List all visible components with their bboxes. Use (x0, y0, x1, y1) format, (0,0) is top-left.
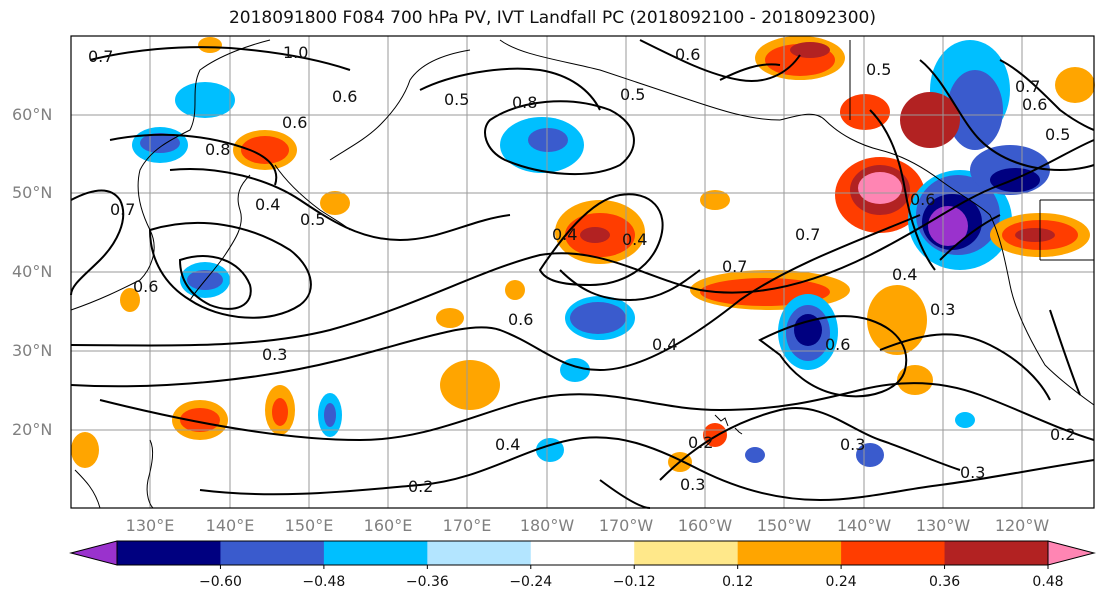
colorbar-cell (737, 541, 842, 565)
lat-tick-label: 40°N (12, 262, 52, 281)
lat-tick-label: 50°N (12, 183, 52, 202)
lat-tick-label: 60°N (12, 105, 52, 124)
graticule (71, 36, 1094, 508)
contour-label: 0.4 (622, 230, 647, 249)
colorbar-label: −0.60 (199, 574, 242, 590)
colorbar-label: 0.12 (722, 574, 753, 590)
colorbar-label: 0.48 (1032, 574, 1063, 590)
contour-label: 0.5 (300, 210, 325, 229)
lon-tick-label: 130°E (126, 516, 175, 535)
contour-label: 0.5 (620, 85, 645, 104)
lon-tick-label: 160°E (364, 516, 413, 535)
lat-tick-label: 20°N (12, 420, 52, 439)
coastlines (70, 39, 1095, 509)
map-frame (70, 35, 1095, 509)
lon-tick-label: 170°E (443, 516, 492, 535)
contour-label: 0.6 (675, 45, 700, 64)
lon-tick-label: 140°E (206, 516, 255, 535)
lon-tick-label: 130°W (916, 516, 971, 535)
contour-label: 0.5 (444, 90, 469, 109)
contour-label: 0.3 (680, 475, 705, 494)
contour-label: 0.5 (866, 60, 891, 79)
lon-tick-label: 150°E (285, 516, 334, 535)
colorbar-cell (117, 541, 221, 565)
contour-label: 0.4 (495, 435, 520, 454)
contour-label: 0.7 (722, 257, 747, 276)
colorbar-label: −0.24 (509, 574, 552, 590)
contour-label: 0.6 (910, 190, 935, 209)
colorbar-label: −0.48 (302, 574, 345, 590)
contour-label: 0.6 (1022, 95, 1047, 114)
contour-label: 0.6 (282, 113, 307, 132)
colorbar-label: 0.24 (826, 574, 857, 590)
colorbar-cell (841, 541, 946, 565)
contour-label: 0.8 (512, 93, 537, 112)
contour-label: 0.4 (552, 225, 577, 244)
contour-label: 0.6 (332, 87, 357, 106)
colorbar-cell (323, 541, 428, 565)
colorbar: −0.60 −0.48 −0.36 −0.24 −0.12 0.12 0.24 0.36 0.4… (69, 540, 1096, 590)
lat-tick-label: 30°N (12, 341, 52, 360)
contour-label: 0.6 (508, 310, 533, 329)
contour-label: 0.2 (408, 477, 433, 496)
colorbar-label: 0.36 (929, 574, 960, 590)
contour-label: 0.3 (262, 345, 287, 364)
contour-label: 0.7 (110, 200, 135, 219)
contour-label: 0.7 (1015, 77, 1040, 96)
contour-label: 0.7 (795, 225, 820, 244)
colorbar-cell (634, 541, 739, 565)
lon-tick-label: 180°W (520, 516, 575, 535)
contour-label: 0.3 (960, 463, 985, 482)
contour-labels: 0.7 1.0 0.6 0.5 0.7 0.6 0.8 0.6 0.5 0.4 … (88, 43, 1075, 496)
contour-label: 0.3 (840, 435, 865, 454)
colorbar-extend-max (1047, 540, 1096, 566)
contour-label: 1.0 (283, 43, 308, 62)
y-axis-labels: 60°N 50°N 40°N 30°N 20°N (12, 105, 52, 439)
lon-tick-label: 160°W (678, 516, 733, 535)
contour-label: 0.6 (825, 335, 850, 354)
colorbar-cell (530, 541, 635, 565)
colorbar-label: −0.36 (406, 574, 449, 590)
contour-label: 0.8 (205, 140, 230, 159)
lon-tick-label: 170°W (599, 516, 654, 535)
contour-label: 0.4 (652, 335, 677, 354)
colorbar-cell (220, 541, 325, 565)
contour-label: 0.2 (1050, 425, 1075, 444)
x-axis-labels: 130°E 140°E 150°E 160°E 170°E 180°W 170°… (126, 516, 1050, 535)
colorbar-cell (944, 541, 1049, 565)
contour-label: 0.5 (1045, 125, 1070, 144)
colorbar-extend-min (69, 540, 118, 566)
lon-tick-label: 150°W (757, 516, 812, 535)
contour-label: 0.6 (133, 277, 158, 296)
colorbar-cell (427, 541, 532, 565)
lon-tick-label: 120°W (995, 516, 1050, 535)
contour-label: 0.2 (688, 433, 713, 452)
map-title: 2018091800 F084 700 hPa PV, IVT Landfall… (228, 8, 876, 28)
colorbar-label: −0.12 (613, 574, 656, 590)
lon-tick-label: 140°W (837, 516, 892, 535)
contour-label: 0.3 (930, 300, 955, 319)
contour-label: 0.4 (892, 265, 917, 284)
contour-label: 0.4 (255, 195, 280, 214)
pv-contours (70, 39, 1095, 509)
contour-label: 0.7 (88, 47, 113, 66)
